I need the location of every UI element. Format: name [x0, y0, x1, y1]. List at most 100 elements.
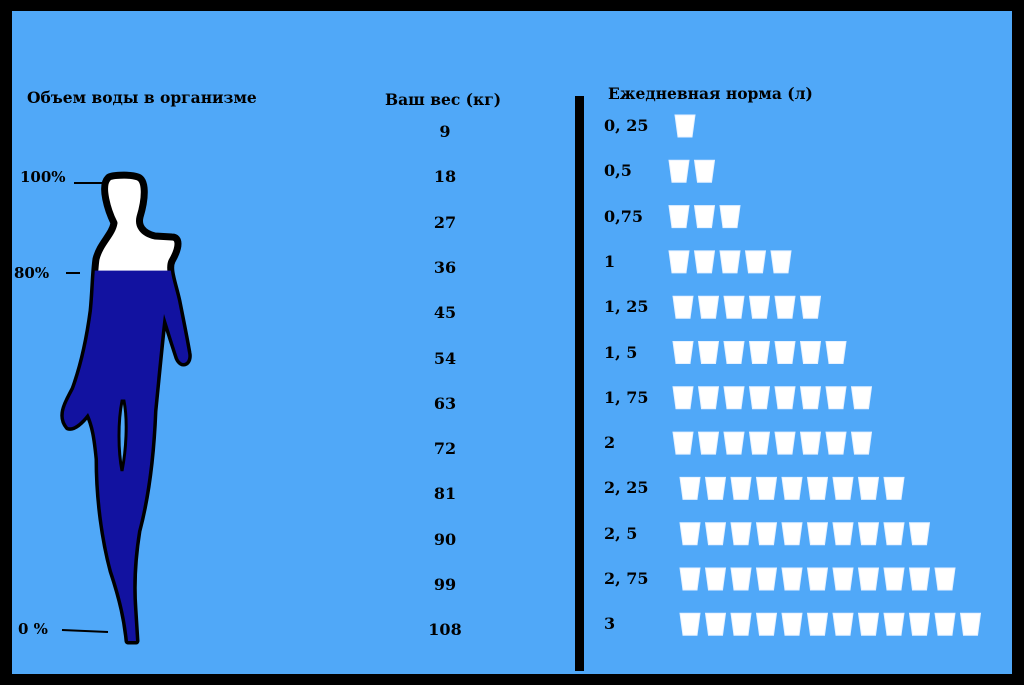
- liters-value: 1, 25: [604, 297, 649, 317]
- cup-icon: [755, 567, 778, 591]
- cup-icon: [774, 341, 796, 364]
- cup-icon: [744, 250, 767, 274]
- cup-icon: [672, 341, 694, 364]
- cup-icon: [850, 431, 873, 455]
- daily-norm-title: Ежедневная норма (л): [608, 84, 813, 103]
- cup-icon: [730, 522, 752, 546]
- cup-icon: [679, 522, 701, 546]
- cup-icon: [806, 522, 829, 546]
- cup-icon: [668, 159, 690, 183]
- cup-icon: [857, 567, 880, 591]
- cup-icon: [723, 431, 745, 455]
- cup-icon: [730, 567, 752, 591]
- cup-icon: [719, 205, 741, 229]
- cup-icon: [730, 612, 752, 636]
- cup-icon: [693, 205, 716, 229]
- weight-value: 108: [428, 620, 462, 640]
- weight-value: 90: [433, 529, 457, 549]
- cup-icon: [748, 295, 771, 319]
- cup-icon: [693, 159, 716, 183]
- cup-icon: [825, 386, 847, 410]
- column-divider: [575, 96, 584, 671]
- cup-icon: [668, 205, 690, 229]
- cup-icon: [748, 341, 771, 364]
- cup-icon: [781, 567, 803, 591]
- cup-icon: [883, 567, 905, 591]
- weight-value: 63: [433, 393, 457, 413]
- liters-value: 2, 5: [604, 523, 638, 543]
- leg-gap: [117, 399, 128, 472]
- weight-value: 9: [439, 122, 451, 141]
- cup-icon: [857, 522, 880, 546]
- percent-100-label: 100%: [20, 168, 66, 186]
- weight-value: 72: [433, 439, 457, 459]
- cup-icon: [693, 250, 716, 274]
- cup-icon: [723, 341, 745, 364]
- cup-icon: [672, 386, 694, 410]
- human-silhouette-icon: [60, 171, 192, 645]
- cup-icon: [697, 295, 720, 319]
- cup-icon: [832, 522, 854, 546]
- liters-value: 2, 25: [604, 478, 649, 498]
- cup-icon: [748, 386, 771, 410]
- cup-icon: [806, 476, 829, 500]
- cup-icon: [704, 567, 727, 591]
- cup-icon: [679, 567, 701, 591]
- weight-value: 18: [433, 167, 457, 187]
- cup-icon: [806, 612, 829, 636]
- weight-value: 99: [433, 575, 457, 594]
- cup-icon: [825, 341, 847, 364]
- percent-80-label: 80%: [14, 264, 50, 282]
- cup-icon: [668, 250, 690, 274]
- liters-value: 2: [604, 433, 616, 453]
- cup-icon: [832, 567, 854, 591]
- cup-icon: [883, 612, 905, 636]
- cup-icon: [755, 476, 778, 500]
- cup-icon: [825, 431, 847, 455]
- cup-icon: [697, 341, 720, 364]
- cup-icon: [908, 612, 931, 636]
- cup-icon: [934, 567, 956, 591]
- cup-icon: [799, 341, 822, 364]
- weight-value: 36: [433, 257, 457, 277]
- liters-value: 3: [604, 614, 616, 634]
- weight-value: 54: [433, 348, 457, 368]
- weight-value: 27: [433, 212, 457, 232]
- cup-icon: [774, 431, 796, 455]
- cup-icon: [774, 295, 796, 319]
- cup-icon: [704, 612, 727, 636]
- liters-value: 0,75: [604, 206, 643, 226]
- cup-icon: [774, 386, 796, 410]
- cup-icon: [730, 476, 752, 500]
- cup-icon: [857, 612, 880, 636]
- cup-icon: [857, 476, 880, 500]
- cup-icon: [850, 386, 873, 410]
- percent-0-label: 0 %: [18, 620, 48, 638]
- liters-value: 1, 75: [604, 387, 649, 407]
- cup-icon: [672, 431, 694, 455]
- cup-icon: [679, 476, 701, 500]
- cup-icon: [723, 295, 745, 319]
- cup-icon: [908, 522, 931, 546]
- liters-value: 0, 25: [604, 116, 649, 135]
- cup-icon: [719, 250, 741, 274]
- cup-icon: [799, 431, 822, 455]
- cup-icon: [883, 476, 905, 500]
- liters-value: 2, 75: [604, 569, 649, 588]
- cup-icon: [770, 250, 792, 274]
- cup-icon: [959, 612, 982, 636]
- cup-icon: [672, 295, 694, 319]
- weight-value: 45: [433, 303, 457, 323]
- cup-icon: [832, 612, 854, 636]
- cup-icon: [748, 431, 771, 455]
- cup-icon: [781, 612, 803, 636]
- cup-icon: [832, 476, 854, 500]
- cup-icon: [679, 612, 701, 636]
- cup-icon: [755, 612, 778, 636]
- tick-0: [61, 629, 109, 633]
- weight-value: 81: [433, 484, 457, 504]
- cup-icon: [755, 522, 778, 546]
- cup-icon: [934, 612, 956, 636]
- cup-icon: [806, 567, 829, 591]
- cup-icon: [799, 295, 822, 319]
